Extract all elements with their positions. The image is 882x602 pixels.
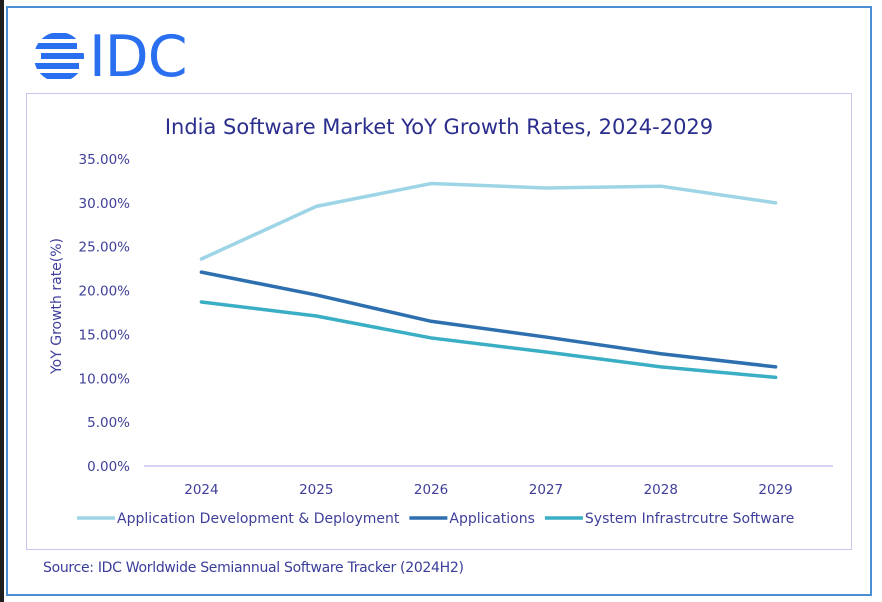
series-lines <box>199 181 778 380</box>
legend: Application Development & Deployment Appl… <box>77 511 794 527</box>
y-tick-label: 25.00% <box>79 240 131 256</box>
y-tick-label: 0.00% <box>87 459 130 475</box>
x-tick-label: 2028 <box>644 482 678 498</box>
y-tick-label: 15.00% <box>79 327 131 343</box>
y-tick-label: 35.00% <box>79 152 131 168</box>
source-note: Source: IDC Worldwide Semiannual Softwar… <box>43 560 464 576</box>
idc-globe-icon <box>34 33 84 79</box>
x-tick-label: 2025 <box>299 482 333 498</box>
logo-text: IDC <box>89 24 188 90</box>
y-tick-label: 30.00% <box>79 196 131 212</box>
series-line-2 <box>199 270 778 369</box>
legend-item: System Infrastrcutre Software <box>544 511 794 527</box>
legend-label: System Infrastrcutre Software <box>585 511 794 527</box>
y-tick-label: 10.00% <box>79 371 131 387</box>
idc-logo: IDC <box>33 24 188 90</box>
legend-label: Application Development & Deployment <box>117 511 400 527</box>
window-edge <box>0 0 4 602</box>
x-tick-label: 2024 <box>184 482 218 498</box>
legend-item: Application Development & Deployment <box>77 511 400 527</box>
line-chart: India Software Market YoY Growth Rates, … <box>49 115 833 527</box>
series-line-1 <box>199 181 778 261</box>
series-line-3 <box>199 300 778 380</box>
legend-label: Applications <box>449 511 535 527</box>
y-tick-label: 5.00% <box>87 415 130 431</box>
y-axis-label: YoY Growth rate(%) <box>49 238 65 375</box>
legend-item: Applications <box>409 511 535 527</box>
x-tick-label: 2027 <box>529 482 563 498</box>
y-tick-labels: 0.00% 5.00% 10.00% 15.00% 20.00% 25.00% 30.00%… <box>79 152 131 475</box>
x-tick-label: 2029 <box>758 482 792 498</box>
chart-title: India Software Market YoY Growth Rates, … <box>165 115 713 139</box>
x-tick-labels: 2024 2025 2026 2027 2028 2029 <box>184 482 793 498</box>
x-tick-label: 2026 <box>414 482 448 498</box>
y-tick-label: 20.00% <box>79 284 131 300</box>
chart-container: India Software Market YoY Growth Rates, … <box>26 93 852 550</box>
